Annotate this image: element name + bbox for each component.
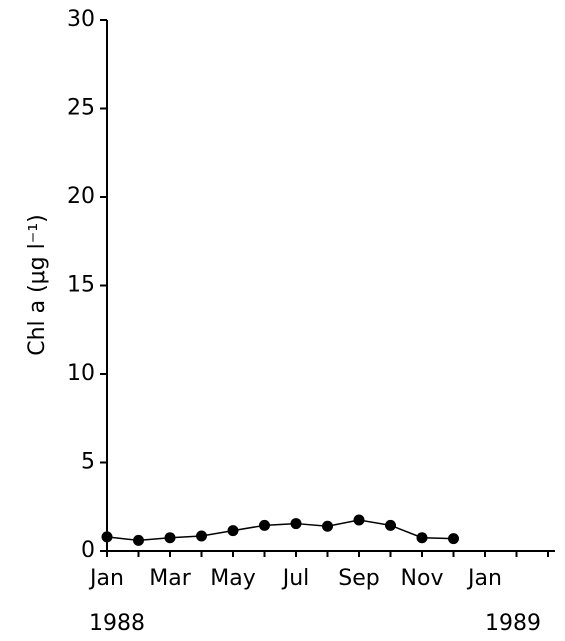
data-point <box>385 519 396 531</box>
data-point <box>133 534 144 546</box>
x-tick-label: Jan <box>88 566 124 591</box>
year-label: 1989 <box>485 611 541 636</box>
data-point <box>101 531 113 543</box>
x-tick-label: Mar <box>149 566 191 591</box>
x-tick-label: Nov <box>401 566 444 591</box>
y-tick-label: 30 <box>67 7 95 32</box>
data-point <box>353 514 365 526</box>
data-line <box>106 519 454 542</box>
x-tick-label: Jan <box>466 566 502 591</box>
year-label: 1988 <box>89 611 145 636</box>
data-point <box>448 533 459 545</box>
x-tick-label: Sep <box>338 566 379 591</box>
y-tick-label: 20 <box>67 184 95 209</box>
data-point <box>416 532 428 544</box>
y-tick-label: 15 <box>67 273 95 298</box>
y-tick-label: 25 <box>67 96 95 121</box>
y-tick-label: 5 <box>81 450 95 475</box>
x-tick-label: Jul <box>281 566 310 591</box>
data-point <box>290 518 302 530</box>
data-point <box>259 519 270 531</box>
data-point <box>196 530 207 542</box>
x-tick-label: May <box>210 566 255 591</box>
data-point <box>164 532 176 544</box>
y-tick-label: 0 <box>81 538 95 563</box>
y-tick-label: 10 <box>67 361 95 386</box>
y-axis-label: Chl a (μg l⁻¹) <box>25 214 50 356</box>
data-point <box>322 520 333 532</box>
data-point <box>227 525 239 537</box>
